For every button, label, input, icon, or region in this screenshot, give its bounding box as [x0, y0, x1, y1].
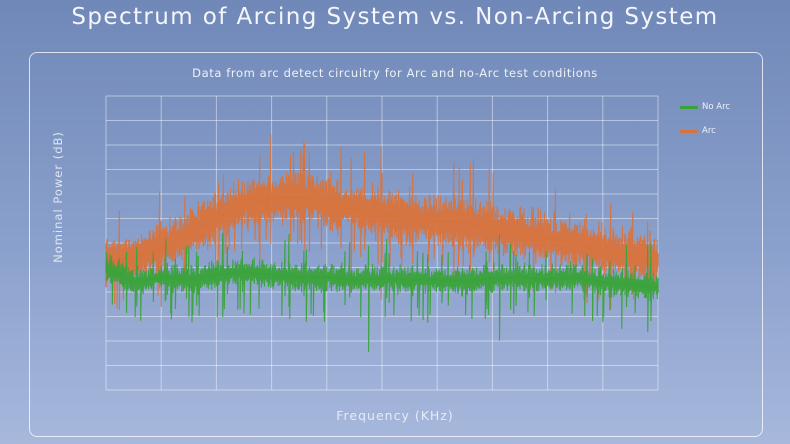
series-trace: [105, 134, 659, 311]
series-arc: [105, 134, 659, 311]
legend-label: Arc: [702, 126, 716, 136]
chart-panel: [29, 52, 763, 437]
legend-label: No Arc: [702, 102, 731, 112]
legend-swatch: [680, 105, 698, 109]
chart-title: Data from arc detect circuitry for Arc a…: [192, 66, 598, 80]
series-no-arc: [105, 232, 659, 352]
legend-item: No Arc: [680, 100, 730, 114]
legend-swatch: [680, 129, 698, 133]
legend-item: Arc: [680, 124, 716, 138]
page-title: Spectrum of Arcing System vs. Non-Arcing…: [71, 4, 719, 30]
x-axis-label: Frequency (KHz): [336, 408, 454, 423]
